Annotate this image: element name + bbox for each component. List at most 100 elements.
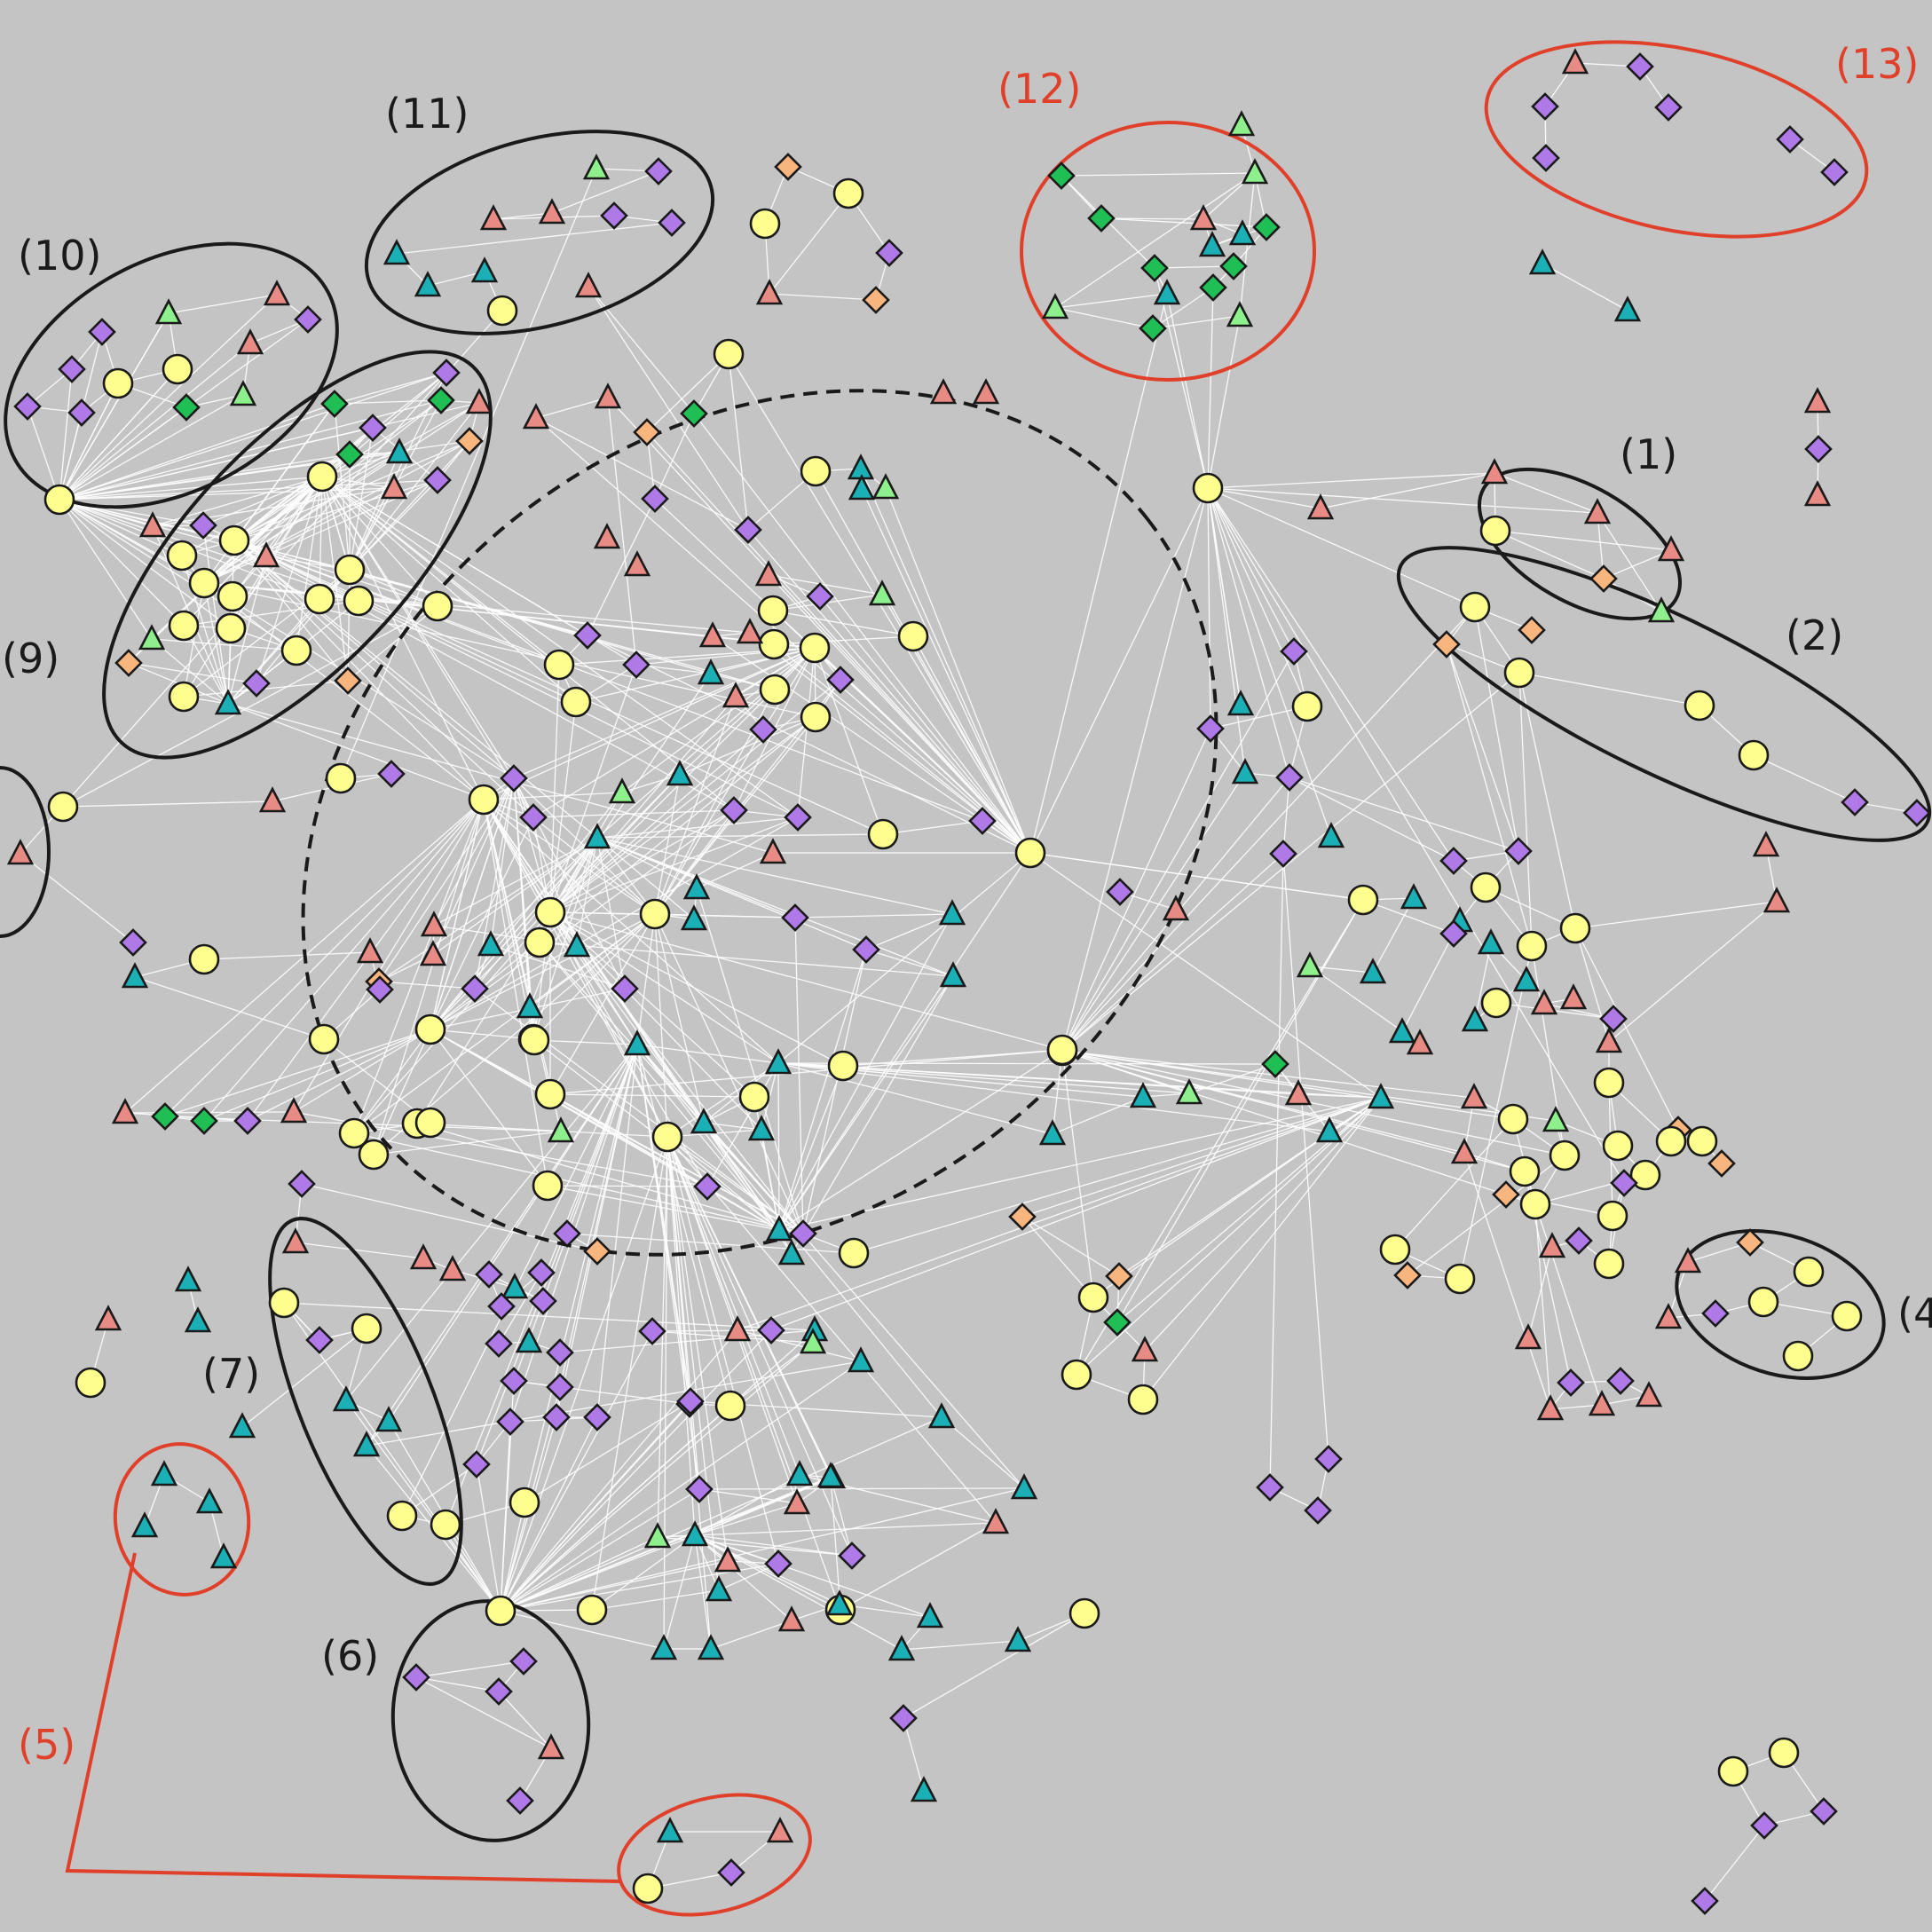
triangle-node [623, 1029, 651, 1056]
diamond-node [1199, 273, 1227, 302]
edge [500, 1330, 653, 1612]
triangle-node [697, 1634, 725, 1660]
edge [535, 397, 609, 419]
circle-node [1069, 1597, 1100, 1629]
edge [1362, 899, 1455, 934]
triangle-node [1542, 1106, 1570, 1132]
triangle-node [209, 1542, 238, 1569]
edge [1309, 966, 1374, 974]
edge [1401, 933, 1455, 1033]
edge [500, 1487, 1025, 1612]
edge [1061, 172, 1256, 177]
triangle-node [777, 1239, 806, 1266]
edge [59, 368, 178, 501]
edge [1207, 487, 1455, 862]
edge [232, 476, 323, 597]
edge [663, 1534, 696, 1650]
diamond-node [1280, 637, 1308, 666]
diamond-node [189, 511, 217, 540]
edge [596, 837, 698, 889]
edge [646, 353, 729, 433]
edge [654, 913, 796, 919]
edge [1061, 606, 1476, 1052]
edge [321, 476, 799, 818]
edge [532, 837, 598, 1040]
edge [815, 470, 1031, 854]
edge [366, 1360, 862, 1447]
edge [233, 540, 577, 703]
circle-node [1559, 912, 1591, 944]
triangle-node [6, 839, 35, 865]
edge [654, 913, 668, 1138]
diamond-node [546, 1373, 574, 1401]
triangle-node [593, 523, 621, 549]
diamond-node [806, 582, 834, 611]
edge [1603, 549, 1672, 580]
triangle-node [1561, 48, 1589, 75]
edge [59, 499, 153, 640]
circle-node [509, 1486, 540, 1518]
edge [794, 913, 953, 919]
edge [1527, 1246, 1553, 1339]
edge [483, 647, 816, 800]
circle-node [1480, 987, 1512, 1019]
triangle-node [1528, 248, 1557, 275]
circle-node [713, 338, 745, 370]
edge [591, 1589, 720, 1611]
diamond-node [1269, 840, 1297, 868]
edge [1372, 897, 1415, 974]
edge [1029, 487, 1209, 854]
diamond-node [685, 1475, 714, 1503]
edge [710, 647, 816, 674]
triangle-node [1674, 1247, 1702, 1274]
edge [587, 635, 1031, 854]
edge [885, 487, 1031, 854]
triangle-node [1198, 231, 1226, 257]
triangle-node [1004, 1626, 1032, 1652]
diamond-node [190, 1107, 218, 1135]
edge [596, 837, 867, 950]
group-5b-outline [617, 1793, 812, 1917]
edge [334, 372, 447, 405]
edge [203, 440, 470, 584]
edge [1542, 263, 1628, 311]
triangle-node [1477, 928, 1505, 955]
triangle-node [1296, 951, 1324, 978]
triangle-node [1450, 1138, 1479, 1164]
diamond-node [294, 305, 322, 334]
circle-node [800, 455, 832, 487]
triangle-node [1367, 1083, 1395, 1109]
edge [1076, 899, 1364, 1376]
edge [533, 1039, 638, 1045]
diamond-node [1557, 1368, 1585, 1397]
circle-node [560, 686, 592, 718]
diamond-node [862, 286, 890, 314]
group-label-11: (11) [385, 90, 469, 138]
edge [596, 837, 954, 977]
triangle-node [1284, 1079, 1313, 1106]
edge [202, 524, 229, 705]
triangle-node [195, 1487, 224, 1514]
edge [59, 403, 335, 501]
group-6-outline [390, 1599, 591, 1842]
edge [134, 976, 325, 1040]
edge [566, 1233, 855, 1254]
edge [819, 595, 1031, 854]
group-10-outline [4, 241, 339, 509]
triangle-node [130, 1511, 159, 1538]
edge [349, 402, 480, 571]
edge [1021, 1216, 1120, 1277]
triangle-node [1189, 204, 1218, 231]
edge [654, 696, 737, 915]
diamond-node [622, 651, 651, 679]
edge [646, 431, 1031, 854]
edge [1118, 1097, 1382, 1277]
edge [183, 582, 205, 698]
edge [388, 1044, 638, 1422]
diamond-node [1047, 162, 1076, 190]
edge [430, 913, 656, 1030]
edge [694, 1474, 800, 1536]
diamond-node [233, 1107, 262, 1135]
diamond-node [638, 1317, 666, 1345]
edge [621, 774, 681, 793]
